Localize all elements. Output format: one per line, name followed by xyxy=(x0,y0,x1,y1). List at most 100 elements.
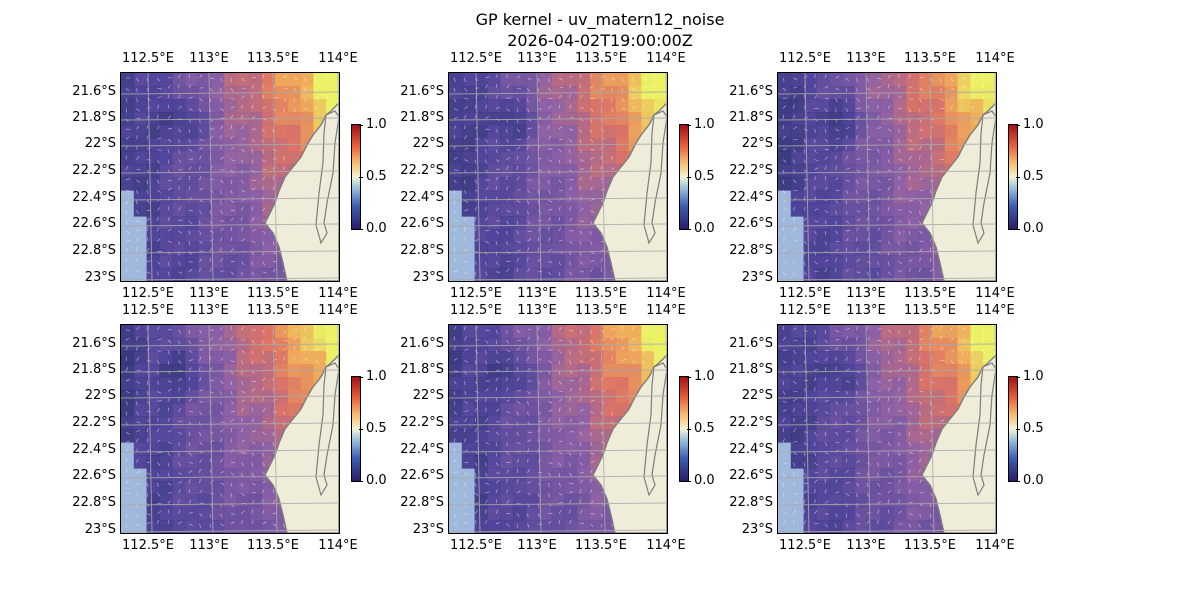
velocity-arrow xyxy=(474,462,478,467)
field-cell xyxy=(449,86,463,100)
meridian-line xyxy=(929,73,935,281)
field-cell xyxy=(854,455,869,469)
field-cell xyxy=(146,99,160,113)
field-cell xyxy=(880,216,894,230)
meridian-line xyxy=(804,73,810,281)
velocity-arrow xyxy=(548,401,553,404)
field-cell xyxy=(919,242,933,256)
field-cell xyxy=(893,455,907,469)
velocity-arrow xyxy=(251,407,254,412)
velocity-arrow xyxy=(919,248,923,252)
velocity-arrow xyxy=(230,482,233,487)
velocity-arrow xyxy=(516,210,519,215)
velocity-arrow xyxy=(516,441,521,445)
field-cell xyxy=(919,190,933,204)
velocity-arrow xyxy=(590,220,593,225)
velocity-arrow xyxy=(125,247,129,252)
velocity-arrow xyxy=(178,377,182,382)
velocity-arrow xyxy=(136,438,139,443)
velocity-arrow xyxy=(898,350,902,354)
lon-tick-label-bottom: 112.5°E xyxy=(122,286,174,301)
velocity-arrow xyxy=(782,227,785,232)
velocity-arrow xyxy=(262,168,267,171)
velocity-arrow xyxy=(230,326,233,331)
velocity-arrow xyxy=(495,369,500,372)
field-cell xyxy=(525,164,540,178)
meridian-line xyxy=(272,73,278,281)
field-cell xyxy=(906,203,920,217)
velocity-arrow xyxy=(782,125,785,130)
field-cell xyxy=(790,403,805,417)
velocity-arrow xyxy=(793,327,797,331)
field-cell xyxy=(983,86,996,100)
field-cell xyxy=(513,268,527,281)
field-cell xyxy=(931,377,946,391)
field-cell xyxy=(487,507,501,521)
velocity-arrow xyxy=(579,208,584,211)
lon-tick-label-bottom: 112.5°E xyxy=(450,538,502,553)
velocity-arrow xyxy=(506,268,510,273)
velocity-arrow xyxy=(188,377,191,382)
velocity-arrow xyxy=(199,98,203,102)
velocity-arrow xyxy=(157,216,159,221)
velocity-arrow xyxy=(548,428,550,433)
velocity-arrow xyxy=(898,340,900,345)
velocity-arrow xyxy=(220,125,223,130)
map-panel: 112.5°E 112.5°E 113°E 113°E 113.5°E 113.5°E 11… xyxy=(400,52,718,312)
field-cell xyxy=(133,203,148,217)
field-cell xyxy=(133,377,148,391)
parallel-line xyxy=(449,449,667,453)
field-cell xyxy=(236,468,250,482)
map-svg xyxy=(778,325,996,533)
field-cell xyxy=(172,229,186,243)
velocity-arrow xyxy=(485,360,487,365)
field-cell xyxy=(880,377,894,391)
velocity-arrow xyxy=(835,401,839,405)
velocity-arrow xyxy=(314,105,319,109)
velocity-arrow xyxy=(146,493,149,498)
velocity-arrow xyxy=(548,360,552,364)
velocity-arrow xyxy=(506,340,509,344)
velocity-arrow xyxy=(782,428,785,433)
field-cell xyxy=(159,125,173,139)
velocity-arrow xyxy=(146,391,149,396)
velocity-arrow xyxy=(495,489,498,494)
velocity-arrow xyxy=(304,98,307,103)
field-cell xyxy=(210,429,225,443)
parallel-line xyxy=(778,277,996,281)
lon-tick-label-top: 112.5°E xyxy=(450,303,502,318)
velocity-arrow xyxy=(188,499,192,504)
velocity-arrow xyxy=(793,94,796,99)
field-cell xyxy=(829,507,843,521)
velocity-arrow xyxy=(590,387,593,392)
field-cell xyxy=(223,125,237,139)
field-cell xyxy=(551,99,565,113)
colorbar-tick-label: 0.5 xyxy=(1016,422,1044,436)
velocity-arrow xyxy=(209,257,212,262)
field-cell xyxy=(931,73,946,87)
field-cell xyxy=(590,520,604,533)
velocity-arrow xyxy=(558,149,562,153)
field-cell xyxy=(159,112,173,126)
velocity-arrow xyxy=(579,94,583,99)
field-cell xyxy=(842,416,856,430)
velocity-arrow xyxy=(579,397,582,402)
velocity-arrow xyxy=(178,261,181,266)
meridian-line xyxy=(147,325,153,533)
field-cell xyxy=(654,338,667,352)
field-cell xyxy=(236,455,250,469)
velocity-arrow xyxy=(908,387,912,392)
velocity-arrow xyxy=(464,190,467,195)
field-cell xyxy=(551,125,565,139)
velocity-arrow xyxy=(220,88,222,93)
velocity-arrow xyxy=(558,114,561,119)
field-cell xyxy=(461,390,476,404)
velocity-arrow xyxy=(325,360,328,365)
velocity-arrow xyxy=(569,462,571,467)
velocity-arrow xyxy=(866,77,869,82)
field-cell xyxy=(816,138,830,152)
velocity-arrow xyxy=(558,126,563,130)
velocity-arrow xyxy=(474,261,478,266)
field-cell xyxy=(461,203,476,217)
lon-tick-label-top: 112.5°E xyxy=(122,303,174,318)
